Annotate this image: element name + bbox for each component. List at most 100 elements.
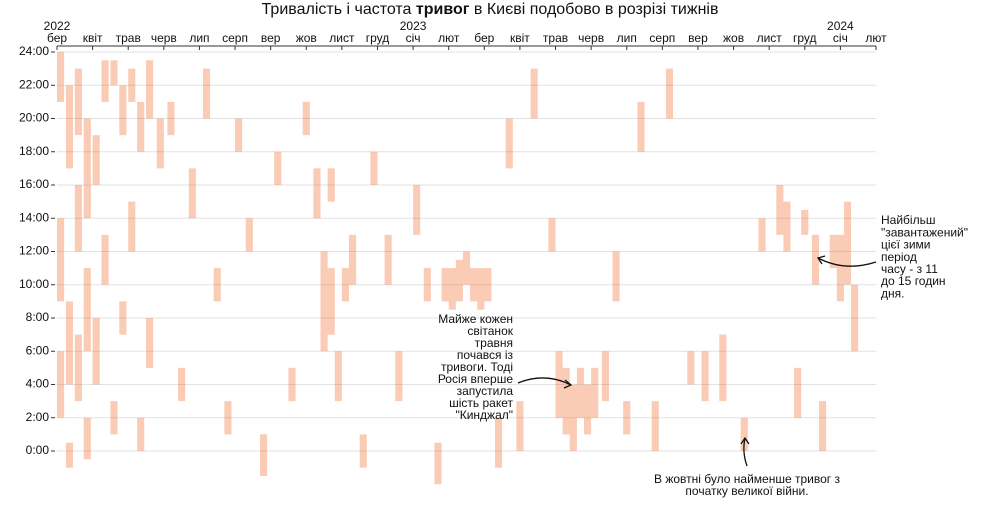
arrow (817, 257, 877, 267)
x-tick-label: серп (222, 31, 248, 45)
alert-bar (274, 151, 282, 185)
alert-bar (530, 68, 538, 119)
title-part: Тривалість і частота (262, 1, 416, 18)
x-tick-label: груд (366, 31, 390, 45)
alert-bar (370, 151, 378, 185)
alert-bar (455, 259, 463, 302)
alert-bar (224, 401, 232, 435)
alert-bar (101, 234, 109, 285)
y-tick-label: 12:00 (19, 244, 49, 258)
x-tick-label: трав (543, 31, 568, 45)
alert-bar (665, 68, 674, 119)
alert-bar (505, 118, 513, 169)
x-tick-label: бер (47, 31, 67, 45)
alert-bar (320, 251, 328, 352)
alert-bar (359, 434, 367, 468)
alert-bar (548, 218, 556, 252)
annotation-line: Майже кожен (438, 312, 513, 326)
x-tick-label: жов (723, 31, 744, 45)
axes: 24:00 22:00 20:00 18:00 16:00 14:00 12:00 10:00… (19, 19, 887, 457)
alert-bar (235, 118, 243, 152)
alert-bar (119, 85, 127, 136)
alert-bar (92, 318, 100, 385)
alert-bar (477, 268, 485, 310)
arrow (517, 377, 572, 386)
alert-bar (494, 417, 503, 468)
alert-bar (119, 301, 127, 335)
alert-bar (434, 442, 442, 485)
annotation-line: травня (475, 336, 513, 350)
alert-bar (341, 268, 349, 302)
alert-bar (484, 268, 492, 302)
annotation-line: "Кинджал" (455, 408, 513, 422)
alert-bar (110, 60, 118, 86)
y-tick-label: 0:00 (26, 443, 50, 457)
alert-bar (74, 68, 82, 136)
alert-bar (202, 68, 211, 119)
x-tick-label: черв (151, 31, 177, 45)
alert-bar (701, 351, 709, 402)
annotation-line: запустила (457, 384, 514, 398)
alert-bar (851, 284, 859, 352)
alert-bar (612, 251, 620, 302)
alert-bar (719, 334, 727, 402)
alert-bar (188, 168, 196, 219)
alert-bar (83, 417, 91, 460)
alert-bar (819, 401, 827, 451)
alert-bar (783, 201, 791, 252)
x-tick-label: груд (793, 31, 817, 45)
alert-bar (65, 85, 74, 169)
arrow-head (740, 436, 750, 445)
annotation-line: "завантажений" (881, 225, 968, 239)
alert-bar (836, 234, 844, 302)
arrow (743, 437, 748, 467)
x-tick-label: вер (688, 31, 708, 45)
alert-bar (348, 234, 357, 285)
alert-bar (146, 60, 154, 119)
annotation-line: шість ракет (449, 396, 513, 410)
x-tick-label: лип (189, 31, 209, 45)
alert-bar (829, 234, 837, 269)
arrow-head (816, 255, 826, 265)
alert-bar (110, 401, 118, 435)
x-tick-label: лист (757, 31, 783, 45)
alert-bar (601, 351, 609, 402)
x-tick-label: лист (329, 31, 355, 45)
alert-bar (313, 168, 321, 219)
y-tick-label: 20:00 (19, 111, 49, 125)
alert-bar (569, 384, 577, 451)
alert-bar (740, 417, 748, 451)
arrow-head (563, 379, 573, 389)
alert-bar (801, 209, 809, 235)
annotation-line: Найбільш (881, 213, 935, 227)
x-tick-label: черв (578, 31, 604, 45)
alert-bar (128, 68, 136, 102)
alert-bar (448, 268, 456, 310)
x-tick-label: лип (617, 31, 637, 45)
x-tick-label: квіт (83, 31, 103, 45)
annotation-line: світанок (467, 324, 513, 338)
alert-bar (74, 334, 82, 402)
x-tick-label: лют (865, 31, 887, 45)
annotation-line: Росія вперше (438, 372, 513, 386)
annotation-line: В жовтні було найменше тривог з (654, 472, 840, 486)
annotation-line: період (881, 250, 917, 264)
alert-bar (83, 268, 91, 352)
alert-bar (758, 218, 766, 252)
alert-bar (146, 318, 154, 368)
alert-bar (74, 185, 82, 252)
annotation-line: тривоги. Тоді (441, 360, 513, 374)
alert-bar (794, 367, 802, 418)
alert-bar (178, 367, 186, 402)
year-label: 2023 (400, 19, 427, 33)
alert-bar (137, 417, 145, 451)
x-tick-label: жов (296, 31, 317, 45)
title-part: в Києві подобово в розрізі тижнів (469, 1, 718, 18)
x-tick-label: січ (406, 31, 421, 45)
alert-bar (584, 384, 592, 435)
y-tick-label: 8:00 (26, 310, 50, 324)
x-tick-label: лют (438, 31, 460, 45)
alert-bar (651, 401, 659, 451)
alert-bar (83, 118, 91, 219)
alert-bar (92, 135, 100, 185)
